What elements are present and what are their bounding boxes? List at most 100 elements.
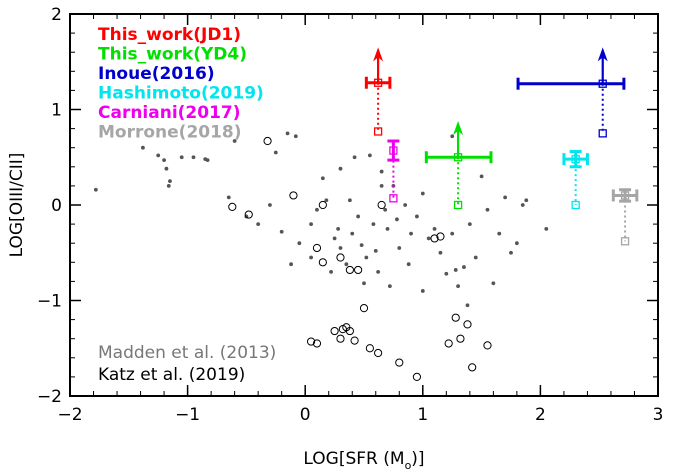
madden-point <box>289 262 293 267</box>
katz-point <box>289 191 298 200</box>
inoue-2016-marker <box>598 79 607 88</box>
madden-point <box>379 184 384 188</box>
katz-point <box>374 348 383 358</box>
y-tick-label: −2 <box>37 387 62 407</box>
katz-point <box>365 344 374 353</box>
madden-point <box>359 243 364 248</box>
katz-point <box>263 136 272 146</box>
madden-point <box>350 231 355 236</box>
madden-point <box>164 166 169 171</box>
y-tick-label: −1 <box>37 292 62 312</box>
highz-points <box>364 47 639 246</box>
madden-point <box>497 231 502 236</box>
madden-point <box>166 184 171 188</box>
katz-point <box>436 232 445 241</box>
x-axis-label: LOG[SFR (Mo)] <box>303 449 424 472</box>
madden-point <box>465 303 470 308</box>
madden-point <box>309 255 313 260</box>
katz-point <box>395 358 404 367</box>
madden-point <box>491 281 496 286</box>
madden-point <box>279 229 284 234</box>
madden-point <box>376 269 381 274</box>
madden-point <box>450 231 455 236</box>
madden-point <box>309 222 313 227</box>
madden-point <box>444 271 449 276</box>
x-tick-label: 2 <box>535 405 546 425</box>
this-work-yd4-limit-marker <box>453 200 463 210</box>
hashimoto-2019-limit-marker <box>571 200 580 210</box>
madden-point <box>409 231 413 236</box>
madden-point <box>362 281 366 286</box>
madden-point <box>256 222 261 227</box>
katz-point <box>377 200 386 210</box>
madden-point <box>141 145 145 150</box>
madden-point <box>156 153 161 158</box>
annotation-label: Katz et al. (2019) <box>98 365 245 385</box>
katz-point <box>244 210 253 219</box>
legend: This_work(JD1)This_work(YD4)Inoue(2016)H… <box>98 25 264 143</box>
madden-point <box>397 246 402 250</box>
legend-entry: Carniani(2017) <box>98 103 241 123</box>
x-axis-label-sub: o <box>405 459 412 472</box>
katz-point <box>444 339 453 348</box>
katz-point <box>312 339 322 348</box>
this-work-jd1-arrow-head <box>373 47 384 62</box>
madden-point <box>226 195 231 200</box>
madden-point <box>520 203 525 207</box>
x-axis-label-end: )] <box>411 449 424 469</box>
madden-point <box>191 155 196 160</box>
y-axis-label: LOG[OIII/CII] <box>7 153 27 258</box>
madden-point <box>379 169 384 174</box>
katz-point <box>228 202 237 212</box>
madden-point <box>205 158 210 163</box>
madden-point <box>347 198 352 203</box>
katz-point <box>345 265 354 275</box>
axis-ticks: −2 −1 0 1 2 3 −2 −1 0 1 2 <box>37 5 663 425</box>
madden-point <box>385 226 390 231</box>
madden-point <box>456 284 460 289</box>
madden-point <box>268 203 272 207</box>
annotations: Madden et al. (2013)Katz et al. (2019) <box>98 343 276 385</box>
madden-point <box>420 191 425 196</box>
madden-point <box>336 226 341 231</box>
madden-point <box>462 265 466 269</box>
hashimoto-2019-marker <box>571 155 580 164</box>
madden-point <box>168 179 172 184</box>
x-tick-label: −1 <box>175 405 200 425</box>
madden-point <box>285 131 290 136</box>
katz-point <box>336 253 345 262</box>
madden-point <box>438 250 443 255</box>
katz-point <box>412 372 422 381</box>
katz-point <box>456 334 465 343</box>
madden-point <box>273 150 278 155</box>
this-work-jd1-limit-marker <box>373 127 383 136</box>
madden-point <box>420 289 425 293</box>
madden-point <box>514 241 519 246</box>
madden-point <box>297 241 302 246</box>
x-tick-label: 0 <box>300 405 311 425</box>
x-tick-label: 3 <box>653 405 664 425</box>
madden-point <box>352 155 357 160</box>
madden-point <box>453 268 458 272</box>
x-tick-label: 1 <box>417 405 428 425</box>
katz-point <box>318 200 327 210</box>
madden-point <box>503 195 508 200</box>
madden-point <box>406 262 411 267</box>
katz-point <box>306 337 316 346</box>
legend-entry: Hashimoto(2019) <box>98 84 264 104</box>
carniani-2017-marker <box>389 146 398 155</box>
madden-point <box>479 174 484 179</box>
katz-point <box>345 326 354 336</box>
madden-point <box>509 250 513 255</box>
madden-point <box>473 255 478 260</box>
katz-point <box>318 258 327 267</box>
annotation-label: Madden et al. (2013) <box>98 343 276 363</box>
madden-point <box>338 246 343 250</box>
this-work-yd4-arrow-head <box>453 120 464 135</box>
madden-point <box>344 262 349 267</box>
madden-point <box>544 226 549 231</box>
madden-point <box>179 155 184 160</box>
madden-point <box>324 198 329 203</box>
legend-entry: This_work(JD1) <box>98 25 241 45</box>
